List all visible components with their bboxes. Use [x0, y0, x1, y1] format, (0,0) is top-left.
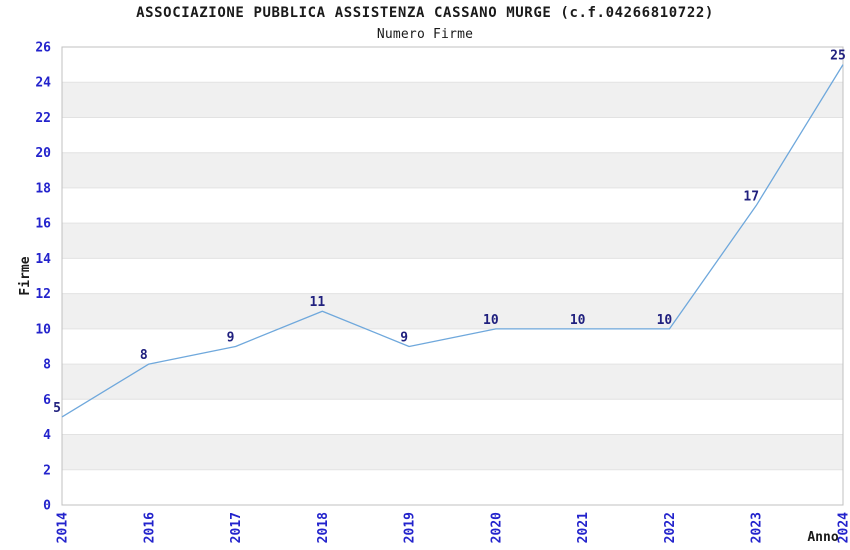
data-point-label: 25	[830, 49, 846, 64]
data-point-label: 17	[743, 190, 759, 205]
y-tick-label: 4	[43, 428, 51, 443]
x-tick-label: 2020	[489, 512, 504, 543]
background-band	[62, 152, 843, 188]
data-point-label: 8	[140, 348, 148, 363]
data-point-label: 10	[570, 313, 586, 328]
y-tick-label: 26	[35, 41, 51, 56]
chart-subtitle: Numero Firme	[376, 27, 474, 42]
data-point-label: 5	[53, 401, 61, 416]
x-tick-label: 2022	[663, 512, 678, 543]
background-band	[62, 82, 843, 118]
x-tick-label: 2016	[142, 512, 157, 543]
x-tick-label: 2014	[56, 512, 71, 543]
background-band	[62, 434, 843, 470]
x-tick-label: 2018	[316, 512, 331, 543]
chart-title: ASSOCIAZIONE PUBBLICA ASSISTENZA CASSANO…	[136, 5, 714, 21]
y-tick-label: 10	[35, 322, 51, 337]
x-tick-label: 2017	[229, 512, 244, 543]
background-band	[62, 223, 843, 259]
x-tick-label: 2024	[837, 512, 850, 543]
plot-border	[61, 46, 844, 506]
x-axis-title: Anno	[807, 530, 838, 545]
y-tick-label: 12	[35, 287, 51, 302]
data-point-label: 10	[483, 313, 499, 328]
y-tick-label: 16	[35, 217, 51, 232]
data-point-label: 9	[227, 330, 235, 345]
data-point-label: 10	[657, 313, 673, 328]
data-point-label: 9	[400, 330, 408, 345]
x-tick-label: 2019	[403, 512, 418, 543]
y-tick-label: 0	[43, 499, 51, 514]
x-tick-label: 2023	[750, 512, 765, 543]
y-tick-label: 24	[35, 76, 51, 91]
y-tick-label: 2	[43, 463, 51, 478]
y-tick-label: 18	[35, 181, 51, 196]
background-band	[62, 293, 843, 329]
data-line	[61, 64, 844, 418]
data-point-label: 11	[310, 295, 326, 310]
y-tick-label: 20	[35, 146, 51, 161]
x-tick-label: 2021	[576, 512, 591, 543]
y-tick-label: 14	[35, 252, 51, 267]
background-band	[62, 364, 843, 400]
y-axis-title: Firme	[18, 256, 33, 295]
y-tick-label: 8	[43, 358, 51, 373]
y-tick-label: 6	[43, 393, 51, 408]
y-tick-label: 22	[35, 111, 51, 126]
